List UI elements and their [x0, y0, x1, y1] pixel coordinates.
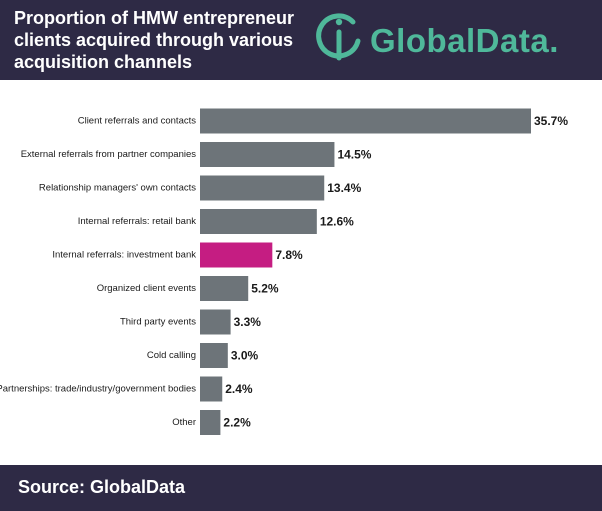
category-label: Cold calling: [147, 350, 196, 361]
value-label: 12.6%: [320, 215, 354, 229]
globaldata-logo-icon: [316, 13, 361, 61]
value-label: 35.7%: [534, 114, 568, 128]
category-label: Client referrals and contacts: [78, 116, 197, 127]
category-label: Partnerships: trade/industry/government …: [0, 384, 196, 395]
category-label: Relationship managers' own contacts: [39, 183, 196, 194]
bar: [200, 343, 228, 368]
bar: [200, 209, 317, 234]
category-label: Internal referrals: investment bank: [52, 250, 196, 261]
bar: [200, 276, 249, 301]
bar: [200, 410, 221, 435]
value-label: 5.2%: [251, 282, 279, 296]
value-label: 7.8%: [275, 248, 303, 262]
bar: [200, 108, 531, 134]
value-label: 3.3%: [234, 315, 262, 329]
bar: [200, 142, 335, 167]
globaldata-logo: GlobalData.: [312, 10, 594, 70]
category-label: External referrals from partner companie…: [21, 149, 197, 160]
chart-title: Proportion of HMW entrepreneur clients a…: [14, 8, 294, 72]
category-label: Third party events: [120, 317, 196, 328]
value-label: 2.2%: [223, 416, 251, 430]
value-label: 14.5%: [337, 148, 371, 162]
bar: [200, 309, 231, 335]
category-label: Organized client events: [97, 283, 197, 294]
bar: [200, 175, 325, 201]
bar: [200, 376, 223, 402]
value-label: 13.4%: [327, 181, 361, 195]
chart-header: Proportion of HMW entrepreneur clients a…: [0, 0, 602, 80]
value-label: 2.4%: [225, 382, 253, 396]
bar-chart: Client referrals and contacts 35.7% Extern…: [0, 96, 602, 446]
category-label: Other: [172, 417, 196, 428]
chart-footer: Source: GlobalData: [0, 465, 602, 511]
value-label: 3.0%: [231, 349, 259, 363]
source-note: Source: GlobalData: [18, 477, 186, 497]
globaldata-logo-text: GlobalData.: [370, 22, 559, 59]
bar: [200, 242, 273, 268]
category-label: Internal referrals: retail bank: [78, 216, 197, 227]
bar-chart-svg: Client referrals and contacts 35.7% Extern…: [0, 108, 568, 435]
